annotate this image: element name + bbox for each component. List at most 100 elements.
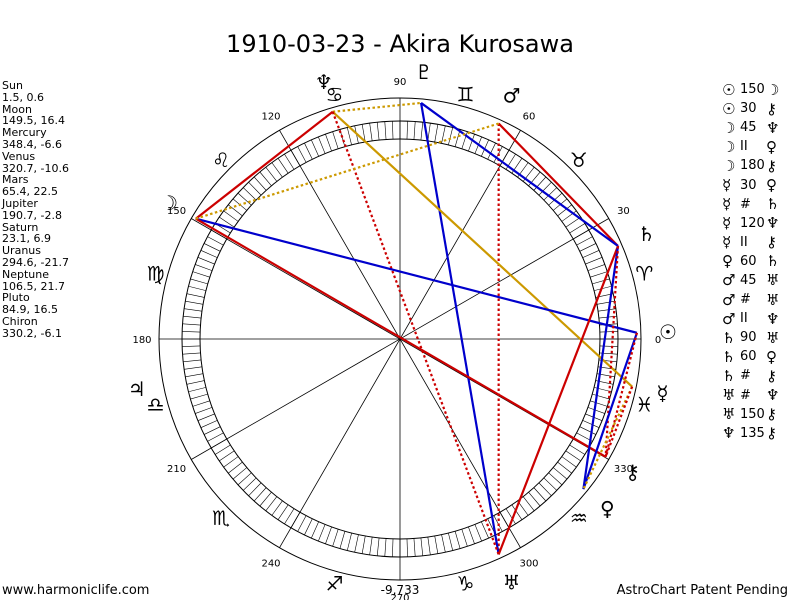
degree-tick xyxy=(182,352,201,355)
degree-tick xyxy=(392,538,394,557)
degree-tick xyxy=(265,496,278,511)
aspect-line-pluto-saturn xyxy=(420,102,619,247)
planet-name-pluto: Pluto xyxy=(2,291,30,305)
degree-tick xyxy=(332,529,339,547)
planet-glyph-mars: ♂ xyxy=(503,83,521,107)
aspect-angle: 45 xyxy=(740,272,757,288)
degree-tick xyxy=(582,250,600,258)
degree-tick xyxy=(543,187,558,201)
degree-tick xyxy=(228,461,243,474)
degree-tick xyxy=(361,124,366,143)
planet-position-venus: 320.7, -10.6 xyxy=(2,161,69,175)
degree-label: 120 xyxy=(261,112,280,123)
aspect-planet-1: ☽ xyxy=(722,118,736,137)
degree-tick xyxy=(587,407,605,414)
degree-label: 210 xyxy=(167,464,186,475)
aspect-planet-2: ♅ xyxy=(766,271,780,290)
degree-tick xyxy=(413,538,416,557)
planet-glyph-mercury: ☿ xyxy=(656,381,668,405)
aspect-planet-2: ♆ xyxy=(766,214,780,233)
degree-tick xyxy=(200,250,218,258)
degree-tick xyxy=(197,413,215,421)
patent-notice: AstroChart Patent Pending xyxy=(616,583,788,598)
planet-glyph-sun: ☉ xyxy=(659,320,677,344)
degree-tick xyxy=(461,529,468,547)
degree-tick xyxy=(248,482,262,497)
aspect-planet-1: ☽ xyxy=(722,137,736,156)
aspect-planet-2: ♄ xyxy=(766,252,780,271)
degree-tick xyxy=(185,300,204,305)
aspect-angle: 120 xyxy=(740,215,765,231)
degree-tick xyxy=(384,538,387,557)
planet-position-chiron: 330.2, -6.1 xyxy=(2,326,62,340)
degree-tick xyxy=(565,450,581,462)
aspect-planet-2: ⚷ xyxy=(766,424,777,443)
planet-position-mars: 65.4, 22.5 xyxy=(2,185,58,199)
degree-tick xyxy=(195,264,213,271)
aspect-angle: 135 xyxy=(740,425,765,441)
aspect-planet-2: ⚷ xyxy=(766,99,777,118)
aspect-line-mars-saturn xyxy=(497,122,619,247)
degree-tick xyxy=(297,146,307,163)
aspect-row: ☿ # ♄ xyxy=(722,195,800,214)
degree-tick xyxy=(200,420,218,428)
degree-tick xyxy=(587,264,605,271)
degree-tick xyxy=(184,308,202,312)
degree-label: 330 xyxy=(614,464,633,475)
aspect-planet-1: ☿ xyxy=(722,214,732,233)
degree-tick xyxy=(182,331,201,333)
aspect-planet-2: ⚷ xyxy=(766,405,777,424)
planet-position-jupiter: 190.7, -2.8 xyxy=(2,208,62,222)
zodiac-sign-icon: ♑ xyxy=(457,571,475,595)
aspect-planet-2: ⚷ xyxy=(766,156,777,175)
degree-tick xyxy=(599,345,618,347)
planet-glyph-neptune: ♆ xyxy=(315,70,333,94)
degree-tick xyxy=(284,153,295,170)
degree-tick xyxy=(420,122,424,141)
aspect-row: ♂ II ♆ xyxy=(722,309,800,328)
planet-glyph-venus: ♀ xyxy=(600,497,615,521)
degree-tick xyxy=(325,134,332,152)
zodiac-sign-icon: ♍ xyxy=(147,262,165,286)
degree-tick xyxy=(576,236,593,246)
degree-tick xyxy=(590,400,608,407)
degree-tick xyxy=(413,121,416,140)
degree-tick xyxy=(569,444,586,455)
degree-tick xyxy=(318,136,326,154)
degree-tick xyxy=(197,257,215,265)
aspect-row: ♂ 45 ♅ xyxy=(722,271,800,290)
degree-label: 300 xyxy=(519,558,538,569)
aspect-angle: 60 xyxy=(740,349,757,365)
aspect-planet-2: ♅ xyxy=(766,328,780,347)
planet-position-uranus: 294.6, -21.7 xyxy=(2,255,69,269)
planet-position-sun: 1.5, 0.6 xyxy=(2,90,44,104)
aspect-row: ☽ 180 ⚷ xyxy=(722,156,800,175)
degree-label: 270 xyxy=(390,593,409,600)
degree-tick xyxy=(592,278,610,285)
degree-tick xyxy=(232,467,247,480)
aspect-line-saturn-venus xyxy=(582,245,620,490)
degree-tick xyxy=(271,162,283,178)
degree-tick xyxy=(533,176,547,191)
degree-tick xyxy=(569,223,586,234)
aspect-angle: 60 xyxy=(740,253,757,269)
aspect-planet-2: ♄ xyxy=(766,195,780,214)
aspect-row: ☉ 30 ⚷ xyxy=(722,99,800,118)
zodiac-sign-icon: ♏ xyxy=(212,506,230,530)
degree-tick xyxy=(237,192,252,206)
aspect-angle: 45 xyxy=(740,120,757,136)
degree-tick xyxy=(582,420,600,428)
degree-tick xyxy=(190,278,208,285)
degree-tick xyxy=(557,204,572,217)
degree-tick xyxy=(223,456,239,468)
aspect-line-sun-chiron xyxy=(604,332,638,458)
planet-name-chiron: Chiron xyxy=(2,314,38,328)
website-link[interactable]: www.harmoniclife.com xyxy=(2,583,150,598)
aspect-planet-2: ♆ xyxy=(766,118,780,137)
degree-tick xyxy=(533,487,547,502)
aspect-row: ♄ 60 ♀ xyxy=(722,347,800,366)
aspect-angle: # xyxy=(740,368,751,384)
degree-tick xyxy=(448,127,454,146)
aspect-line-moon-sun xyxy=(195,217,638,334)
degree-tick xyxy=(376,537,380,556)
